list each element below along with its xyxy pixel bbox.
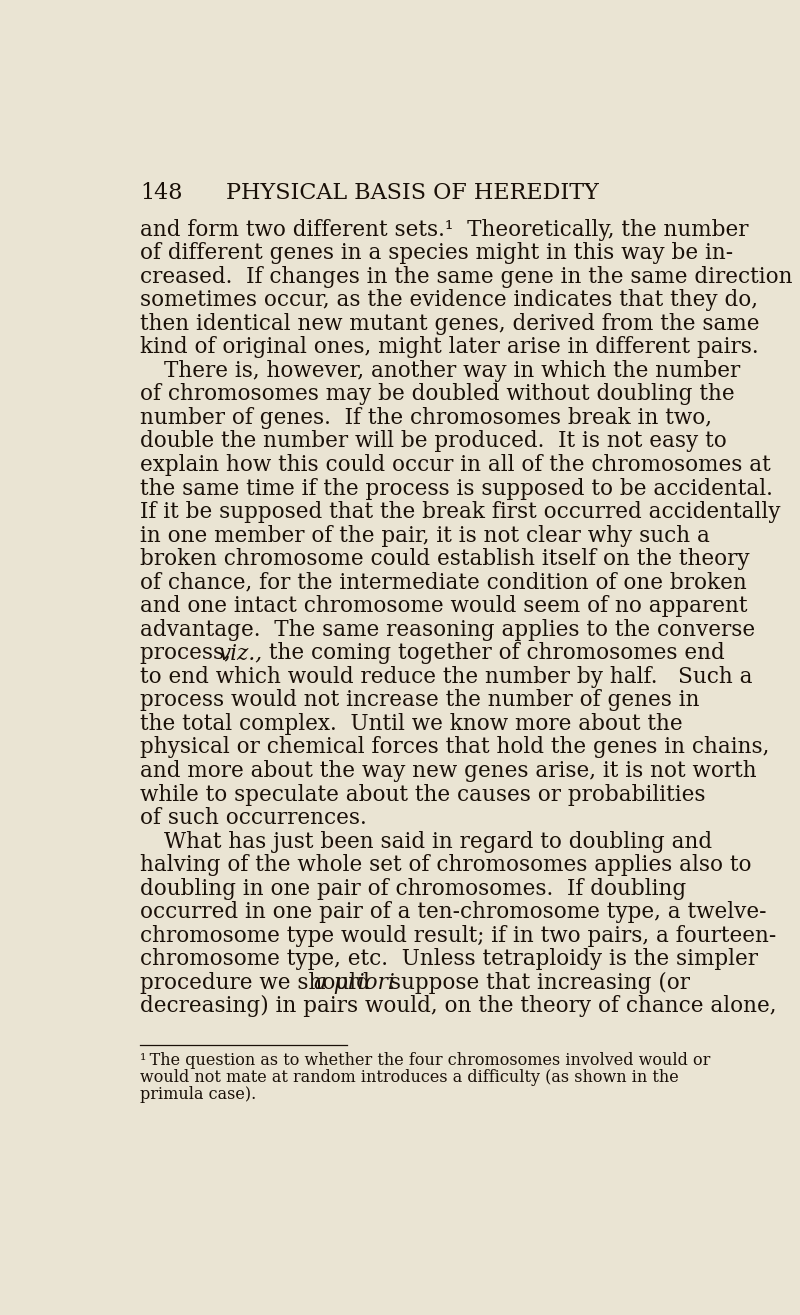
Text: PHYSICAL BASIS OF HEREDITY: PHYSICAL BASIS OF HEREDITY — [226, 183, 599, 204]
Text: the coming together of chromosomes end: the coming together of chromosomes end — [262, 642, 725, 664]
Text: occurred in one pair of a ten-chromosome type, a twelve-: occurred in one pair of a ten-chromosome… — [140, 901, 766, 923]
Text: of such occurrences.: of such occurrences. — [140, 807, 367, 828]
Text: the total complex.  Until we know more about the: the total complex. Until we know more ab… — [140, 713, 683, 735]
Text: of chromosomes may be doubled without doubling the: of chromosomes may be doubled without do… — [140, 384, 735, 405]
Text: sometimes occur, as the evidence indicates that they do,: sometimes occur, as the evidence indicat… — [140, 289, 758, 312]
Text: and one intact chromosome would seem of no apparent: and one intact chromosome would seem of … — [140, 596, 748, 617]
Text: suppose that increasing (or: suppose that increasing (or — [383, 972, 690, 994]
Text: while to speculate about the causes or probabilities: while to speculate about the causes or p… — [140, 784, 706, 806]
Text: to end which would reduce the number by half.   Such a: to end which would reduce the number by … — [140, 665, 753, 688]
Text: advantage.  The same reasoning applies to the converse: advantage. The same reasoning applies to… — [140, 619, 755, 640]
Text: chromosome type would result; if in two pairs, a fourteen-: chromosome type would result; if in two … — [140, 924, 777, 947]
Text: broken chromosome could establish itself on the theory: broken chromosome could establish itself… — [140, 548, 750, 571]
Text: the same time if the process is supposed to be accidental.: the same time if the process is supposed… — [140, 477, 773, 500]
Text: halving of the whole set of chromosomes applies also to: halving of the whole set of chromosomes … — [140, 855, 752, 876]
Text: primula case).: primula case). — [140, 1086, 257, 1103]
Text: and form two different sets.¹  Theoretically, the number: and form two different sets.¹ Theoretica… — [140, 218, 749, 241]
Text: of chance, for the intermediate condition of one broken: of chance, for the intermediate conditio… — [140, 572, 747, 593]
Text: number of genes.  If the chromosomes break in two,: number of genes. If the chromosomes brea… — [140, 406, 712, 429]
Text: What has just been said in regard to doubling and: What has just been said in regard to dou… — [163, 831, 712, 852]
Text: and more about the way new genes arise, it is not worth: and more about the way new genes arise, … — [140, 760, 757, 782]
Text: then identical new mutant genes, derived from the same: then identical new mutant genes, derived… — [140, 313, 760, 335]
Text: procedure we should: procedure we should — [140, 972, 377, 994]
Text: ¹ The question as to whether the four chromosomes involved would or: ¹ The question as to whether the four ch… — [140, 1052, 710, 1069]
Text: double the number will be produced.  It is not easy to: double the number will be produced. It i… — [140, 430, 727, 452]
Text: chromosome type, etc.  Unless tetraploidy is the simpler: chromosome type, etc. Unless tetraploidy… — [140, 948, 758, 970]
Text: in one member of the pair, it is not clear why such a: in one member of the pair, it is not cle… — [140, 525, 710, 547]
Text: viz.,: viz., — [218, 642, 262, 664]
Text: physical or chemical forces that hold the genes in chains,: physical or chemical forces that hold th… — [140, 736, 770, 759]
Text: decreasing) in pairs would, on the theory of chance alone,: decreasing) in pairs would, on the theor… — [140, 995, 777, 1018]
Text: explain how this could occur in all of the chromosomes at: explain how this could occur in all of t… — [140, 454, 771, 476]
Text: creased.  If changes in the same gene in the same direction: creased. If changes in the same gene in … — [140, 266, 793, 288]
Text: process would not increase the number of genes in: process would not increase the number of… — [140, 689, 700, 711]
Text: would not mate at random introduces a difficulty (as shown in the: would not mate at random introduces a di… — [140, 1069, 679, 1086]
Text: 148: 148 — [140, 183, 182, 204]
Text: There is, however, another way in which the number: There is, however, another way in which … — [163, 360, 740, 381]
Text: a priori: a priori — [314, 972, 394, 994]
Text: doubling in one pair of chromosomes.  If doubling: doubling in one pair of chromosomes. If … — [140, 877, 686, 899]
Text: of different genes in a species might in this way be in-: of different genes in a species might in… — [140, 242, 734, 264]
Text: kind of original ones, might later arise in different pairs.: kind of original ones, might later arise… — [140, 337, 759, 358]
Text: process,: process, — [140, 642, 238, 664]
Text: If it be supposed that the break first occurred accidentally: If it be supposed that the break first o… — [140, 501, 781, 523]
